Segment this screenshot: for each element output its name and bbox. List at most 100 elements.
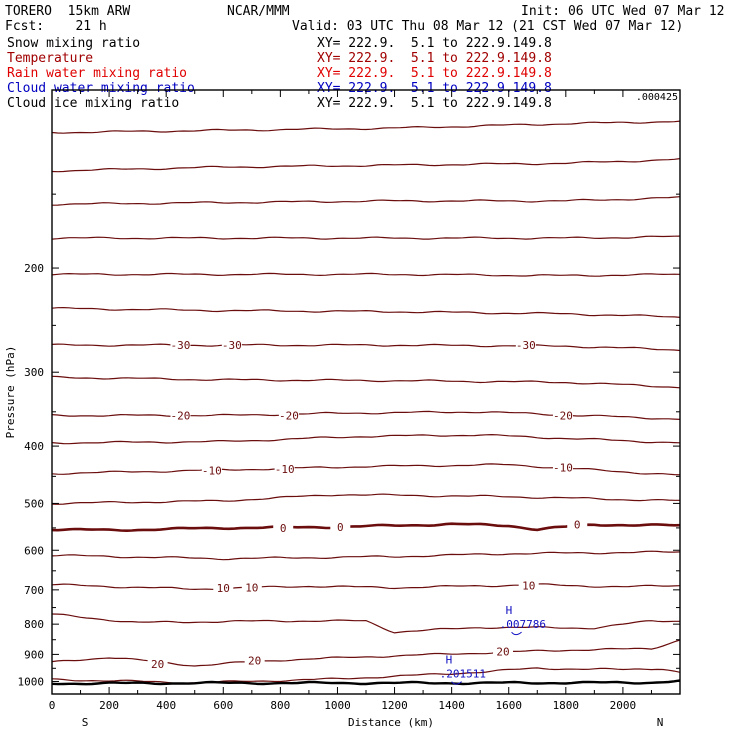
isotherm-label-bg: [221, 339, 242, 351]
field-name: Temperature: [7, 51, 94, 66]
x-tick-label: 1800: [553, 699, 580, 712]
isotherm-line: [51, 493, 680, 505]
plot-frame: [51, 89, 681, 695]
isotherm-line: [51, 410, 681, 420]
init-time: Init: 06 UTC Wed 07 Mar 12: [521, 4, 725, 19]
forecast-hour: Fcst: 21 h: [5, 19, 107, 34]
isotherm-line: [51, 196, 681, 206]
isotherm-label-bg: [567, 518, 588, 530]
isotherm-label-bg: [201, 464, 222, 476]
x-tick-label: 1000: [324, 699, 351, 712]
x-tick-label: 1200: [381, 699, 408, 712]
isotherm-label-bg: [147, 658, 168, 670]
isotherm-label: 0: [280, 522, 287, 535]
valid-time: Valid: 03 UTC Thu 08 Mar 12 (21 CST Wed …: [292, 19, 684, 34]
y-tick-label: 600: [24, 544, 44, 557]
isotherm-label: -10: [202, 465, 222, 478]
field-name: Cloud ice mixing ratio: [7, 96, 180, 111]
isotherm-label-bg: [274, 462, 295, 474]
isotherm-line: [51, 158, 681, 173]
cloud-max-value: .007786: [500, 618, 546, 631]
isotherm-line: [51, 613, 680, 634]
isotherm-line: [51, 639, 681, 667]
isotherm-label-bg: [493, 645, 514, 657]
y-tick-label: 700: [24, 584, 44, 597]
y-tick-label: 1000: [18, 675, 45, 688]
model-title: TORERO 15km ARW: [5, 4, 131, 19]
isotherm-label: -20: [553, 409, 573, 422]
corner-value-label: .000425: [636, 92, 678, 103]
isotherm-label: -10: [275, 463, 295, 476]
isotherm-label: -10: [553, 462, 573, 475]
isotherm-label-bg: [552, 461, 573, 473]
isotherm-label: -30: [171, 339, 191, 352]
corner-label-bg: [636, 91, 679, 101]
isotherm-label: 10: [245, 581, 258, 594]
cloud-max-marker: H: [446, 654, 453, 667]
x-tick-label: 2000: [610, 699, 637, 712]
cloud-max-marker: H: [506, 604, 513, 617]
y-tick-label: 300: [24, 366, 44, 379]
isotherm-label-bg: [241, 581, 262, 593]
isotherm-line: [51, 375, 681, 389]
isotherm-label-bg: [170, 409, 191, 421]
isotherm-label-bg: [170, 339, 191, 351]
y-tick-label: 200: [24, 262, 44, 275]
x-tick-label: 800: [270, 699, 290, 712]
isotherm-label-bg: [278, 409, 299, 421]
terrain-line: [51, 679, 681, 686]
cloud-water-contour: [451, 681, 462, 685]
isotherm-line: [51, 583, 681, 591]
y-tick-label: 400: [24, 440, 44, 453]
y-tick-label: 800: [24, 618, 44, 631]
isotherm-label: -30: [222, 339, 242, 352]
isotherm-label-bg: [552, 409, 573, 421]
isotherm-line: [51, 463, 681, 476]
isotherm-label: 20: [248, 655, 261, 668]
cloud-water-contour: [511, 631, 522, 636]
isotherm-label: -20: [171, 409, 191, 422]
field-name: Snow mixing ratio: [7, 36, 141, 51]
y-axis-title: Pressure (hPa): [4, 346, 17, 439]
x-axis-title: Distance (km): [348, 716, 434, 729]
x-end-label-south: S: [82, 716, 89, 729]
isotherm-label: 0: [337, 521, 344, 534]
x-tick-label: 0: [49, 699, 56, 712]
isotherm-line: [51, 272, 681, 277]
x-tick-label: 600: [213, 699, 233, 712]
isotherm-line: [51, 433, 681, 445]
cloud-max-value: .201511: [440, 668, 486, 681]
field-xy-range: XY= 222.9. 5.1 to 222.9.149.8: [317, 36, 552, 51]
isotherm-label-bg: [273, 521, 294, 533]
isotherm-label-bg: [213, 582, 234, 594]
isotherm-label: -30: [516, 339, 536, 352]
isotherm-label: 10: [217, 582, 230, 595]
isotherm-label-bg: [515, 339, 536, 351]
isotherm-label: 0: [574, 519, 581, 532]
field-name: Rain water mixing ratio: [7, 66, 188, 81]
isotherm-line: [51, 550, 681, 561]
x-tick-label: 400: [156, 699, 176, 712]
y-tick-label: 500: [24, 497, 44, 510]
isotherm-line: [51, 235, 681, 240]
isotherm-line: [51, 306, 681, 318]
isotherm-label-bg: [244, 654, 265, 666]
isotherm-label-bg: [330, 520, 351, 532]
isotherm-label: -20: [279, 409, 299, 422]
isotherm-label: 20: [496, 646, 509, 659]
isotherm-line: [51, 667, 681, 685]
x-tick-label: 1600: [495, 699, 522, 712]
isotherm-label: 20: [151, 658, 164, 671]
isotherm-label-bg: [518, 579, 539, 591]
field-xy-range: XY= 222.9. 5.1 to 222.9.149.8: [317, 66, 552, 81]
org-label: NCAR/MMM: [227, 4, 290, 19]
isotherm-line: [51, 343, 681, 352]
y-tick-label: 900: [24, 648, 44, 661]
field-xy-range: XY= 222.9. 5.1 to 222.9.149.8: [317, 81, 552, 96]
field-name: Cloud water mixing ratio: [7, 81, 195, 96]
x-tick-label: 1400: [438, 699, 465, 712]
field-xy-range: XY= 222.9. 5.1 to 222.9.149.8: [317, 51, 552, 66]
x-tick-label: 200: [99, 699, 119, 712]
x-end-label-north: N: [657, 716, 664, 729]
